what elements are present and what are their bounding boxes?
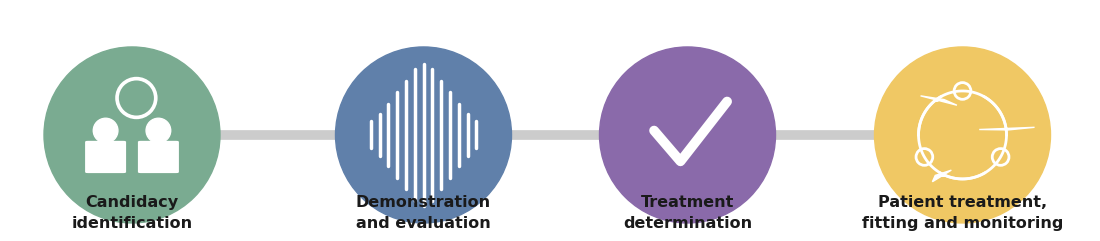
Text: Demonstration
and evaluation: Demonstration and evaluation [356, 195, 491, 231]
Text: Treatment
determination: Treatment determination [623, 195, 752, 231]
Text: Patient treatment,
fitting and monitoring: Patient treatment, fitting and monitorin… [861, 195, 1064, 231]
Text: Candidacy
identification: Candidacy identification [72, 195, 192, 231]
